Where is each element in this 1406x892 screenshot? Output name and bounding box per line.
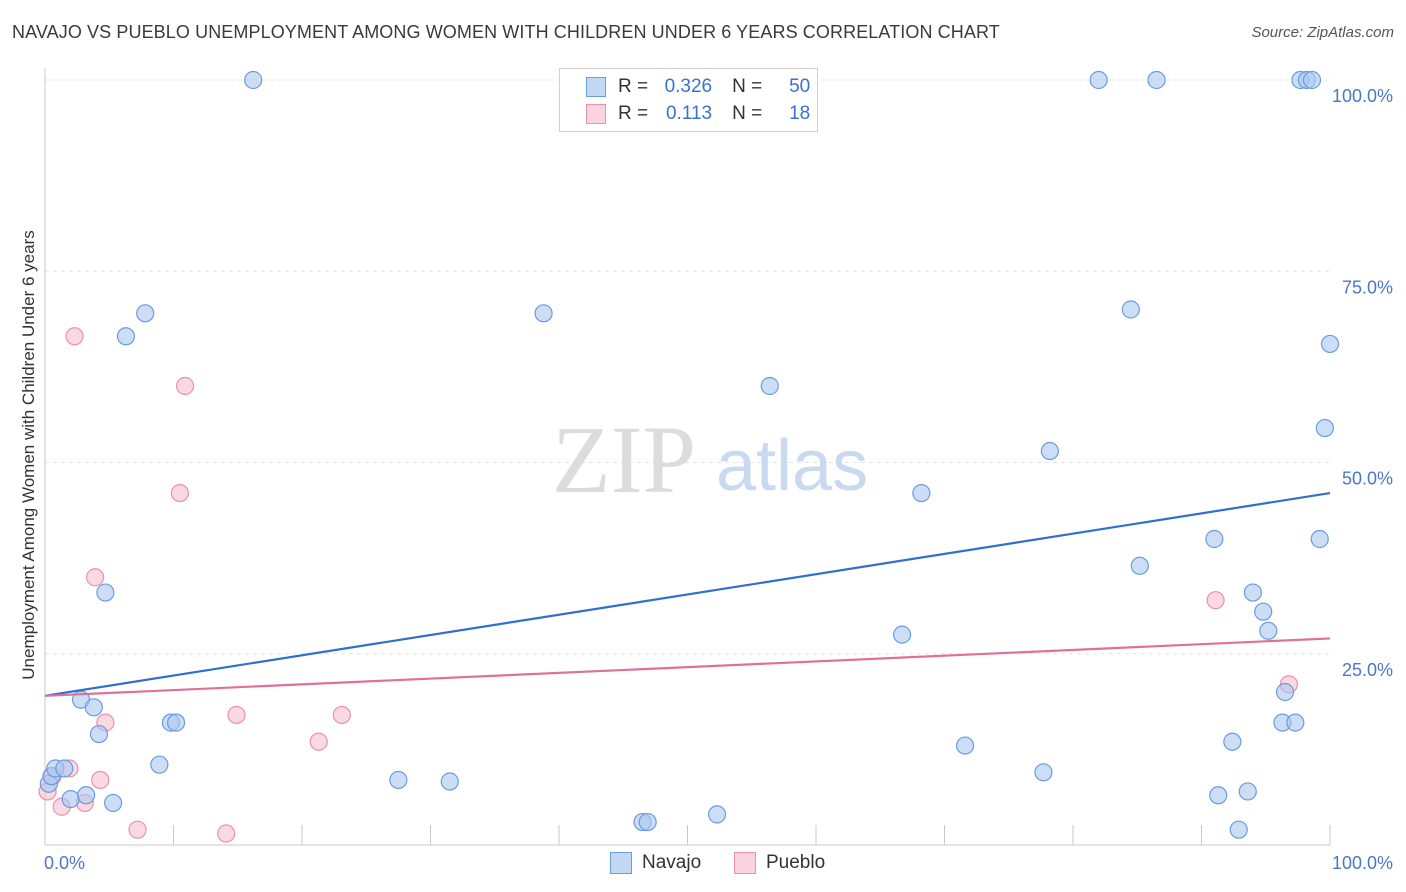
navajo-point <box>534 304 553 323</box>
navajo-point <box>96 583 115 602</box>
navajo-point <box>1147 70 1166 90</box>
pueblo-point <box>128 820 147 839</box>
pueblo-point <box>65 327 84 346</box>
navajo-point <box>77 786 96 805</box>
navajo-point <box>892 625 912 644</box>
pueblo-swatch <box>586 104 606 124</box>
r-label: R = <box>618 103 649 124</box>
navajo-point <box>1223 732 1242 751</box>
pueblo-point <box>332 705 351 725</box>
navajo-point <box>638 812 657 832</box>
legend-item-pueblo: Pueblo <box>734 852 825 874</box>
y-tick-label: 75.0% <box>1342 277 1393 297</box>
pueblo-point <box>227 705 246 725</box>
pueblo-point <box>175 376 195 396</box>
n-value: 18 <box>789 103 811 124</box>
y-tick-label: 100.0% <box>1332 86 1393 106</box>
navajo-point <box>1320 334 1340 354</box>
navajo-point <box>1259 621 1278 640</box>
navajo-point <box>1205 529 1224 549</box>
y-tick-label: 25.0% <box>1342 660 1393 680</box>
n-value: 50 <box>789 76 811 97</box>
r-value: 0.326 <box>664 76 713 97</box>
source-label: Source: ZipAtlas.com <box>1251 24 1394 41</box>
y-axis-label: Unemployment Among Women with Children U… <box>19 230 38 679</box>
n-label: N = <box>732 103 763 124</box>
pueblo-points <box>38 327 1298 843</box>
pueblo-trend-line <box>44 637 1331 697</box>
navajo-point <box>1275 682 1295 702</box>
navajo-point <box>244 70 263 90</box>
x-tick-label: 100.0% <box>1332 853 1393 873</box>
navajo-point <box>136 304 155 323</box>
pueblo-point <box>217 824 236 843</box>
navajo-point <box>955 736 975 755</box>
x-tick-label: 0.0% <box>44 853 85 873</box>
correlation-legend: R = 0.326 N = 50 R = 0.113 N = 18 <box>559 68 818 132</box>
watermark: ZIP atlas <box>552 406 868 513</box>
navajo-swatch <box>610 852 632 874</box>
navajo-point <box>389 770 408 790</box>
navajo-point <box>1034 763 1053 782</box>
pueblo-point <box>170 484 190 503</box>
y-tick-label: 50.0% <box>1342 469 1393 489</box>
navajo-point <box>1121 300 1140 319</box>
pueblo-swatch <box>734 852 756 874</box>
navajo-point <box>1130 556 1149 575</box>
navajo-point <box>440 772 459 791</box>
navajo-point <box>1315 418 1334 438</box>
navajo-point <box>1209 786 1228 805</box>
navajo-point <box>89 724 109 744</box>
navajo-point <box>1243 583 1263 602</box>
navajo-point <box>84 698 103 717</box>
watermark-atlas: atlas <box>716 426 868 506</box>
r-value: 0.113 <box>665 103 713 124</box>
navajo-point <box>912 484 931 503</box>
chart-title: NAVAJO VS PUEBLO UNEMPLOYMENT AMONG WOME… <box>12 22 1000 42</box>
n-label: N = <box>732 76 763 97</box>
navajo-swatch <box>586 77 606 97</box>
navajo-point <box>166 713 186 732</box>
navajo-legend-label: Navajo <box>642 852 702 873</box>
pueblo-point <box>309 732 328 751</box>
navajo-point <box>1238 782 1257 801</box>
navajo-points <box>39 70 1340 839</box>
navajo-point <box>1089 70 1108 90</box>
legend-item-navajo: Navajo <box>610 852 701 874</box>
watermark-zip: ZIP <box>552 406 696 513</box>
navajo-point <box>1040 441 1059 461</box>
navajo-point <box>707 805 727 824</box>
trend-lines <box>44 492 1331 697</box>
navajo-point <box>116 327 136 346</box>
navajo-point <box>1286 713 1305 732</box>
navajo-point <box>1229 820 1248 839</box>
pueblo-point <box>91 770 110 790</box>
navajo-trend-line <box>44 492 1331 697</box>
pueblo-legend-label: Pueblo <box>766 852 826 873</box>
legend-row-navajo: R = 0.326 N = 50 <box>586 75 810 99</box>
r-label: R = <box>618 76 649 97</box>
legend-row-pueblo: R = 0.113 N = 18 <box>586 102 810 126</box>
tick-labels: 25.0% 50.0% 75.0% 100.0% 0.0% 100.0% <box>44 86 1393 873</box>
navajo-point <box>104 793 123 813</box>
navajo-point <box>760 376 779 396</box>
navajo-point <box>150 755 169 774</box>
pueblo-point <box>86 568 105 587</box>
navajo-point <box>1302 70 1322 90</box>
navajo-point <box>1310 529 1329 549</box>
pueblo-point <box>1206 591 1225 610</box>
navajo-point <box>55 759 74 778</box>
axes <box>44 68 1331 846</box>
navajo-point <box>1254 602 1273 621</box>
navajo-point <box>61 789 80 809</box>
